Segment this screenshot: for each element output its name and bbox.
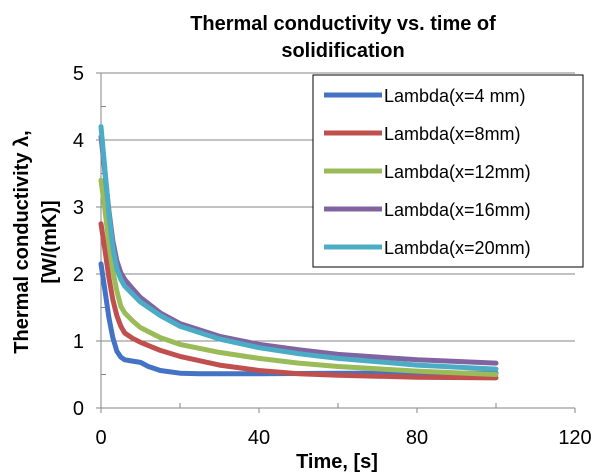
y-tick-label-2: 2 <box>73 264 84 286</box>
x-tick-label-40: 40 <box>248 427 270 449</box>
y-tick-label-3: 3 <box>73 197 84 219</box>
legend-label-4: Lambda(x=16mm) <box>384 200 531 220</box>
y-tick-label-4: 4 <box>73 130 84 152</box>
series-line-1 <box>98 261 499 377</box>
series-lines <box>98 124 499 381</box>
y-axis-title-line-2: [W/(mK)] <box>39 200 61 283</box>
y-tick-label-5: 5 <box>73 63 84 85</box>
x-tick-label-80: 80 <box>406 427 428 449</box>
legend: Lambda(x=4 mm) Lambda(x=8mm) Lambda(x=12mm… <box>312 74 584 268</box>
x-tick-label-120: 120 <box>558 427 591 449</box>
legend-label-2: Lambda(x=8mm) <box>384 124 521 144</box>
legend-label-5: Lambda(x=20mm) <box>384 238 531 258</box>
chart-title-line-2: solidification <box>281 40 404 62</box>
y-axis-title-line-1: Thermal conductivity λ, <box>11 130 33 353</box>
legend-label-1: Lambda(x=4 mm) <box>384 86 526 106</box>
series-line-3 <box>98 177 499 377</box>
y-tick-label-0: 0 <box>73 398 84 420</box>
chart-title-line-1: Thermal conductivity vs. time of <box>190 13 496 35</box>
x-axis-title: Time, [s] <box>296 451 378 473</box>
series-line-2 <box>98 221 499 381</box>
y-tick-label-1: 1 <box>73 331 84 353</box>
series-line-5 <box>98 124 499 372</box>
legend-label-3: Lambda(x=12mm) <box>384 162 531 182</box>
x-tick-label-0: 0 <box>95 427 106 449</box>
tick-labels: 0 1 2 3 4 5 0 40 80 120 <box>73 63 592 449</box>
